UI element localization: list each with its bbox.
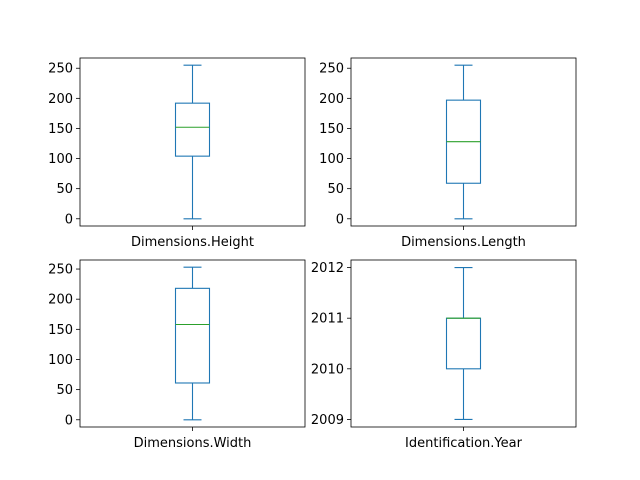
subplot-2: 0 50 100 150 200 250 Dimensions.Length [319, 57, 577, 250]
subplot-1: 0 50 100 150 200 250 Dimensions.Height [48, 57, 306, 250]
y-tick-label: 250 [48, 62, 73, 77]
y-tick-label: 250 [48, 263, 73, 278]
y-tick-label: 2011 [311, 312, 344, 327]
y-tick-label: 2012 [311, 261, 344, 276]
y-tick-label: 100 [48, 152, 73, 167]
y-tick-label: 200 [319, 92, 344, 107]
y-tick-label: 0 [65, 212, 73, 227]
y-tick-label: 150 [48, 323, 73, 338]
y-tick-label: 150 [319, 122, 344, 137]
y-tick-label: 100 [319, 152, 344, 167]
iqr-box [174, 287, 211, 384]
y-tick-label: 50 [56, 383, 73, 398]
y-tick-label: 50 [327, 182, 344, 197]
y-tick-label: 150 [48, 122, 73, 137]
y-tick-label: 250 [319, 62, 344, 77]
x-category-label: Identification.Year [405, 436, 523, 451]
iqr-box [445, 317, 482, 370]
x-category-label: Dimensions.Width [134, 436, 252, 451]
y-tick-label: 2010 [311, 362, 344, 377]
y-tick-label: 200 [48, 92, 73, 107]
x-category-label: Dimensions.Height [131, 235, 254, 250]
y-tick-label: 0 [65, 413, 73, 428]
y-tick-label: 50 [56, 182, 73, 197]
y-tick-label: 0 [336, 212, 344, 227]
iqr-box [174, 102, 211, 157]
subplot-3: 0 50 100 150 200 250 Dimensions.Width [48, 259, 306, 451]
y-tick-label: 2009 [311, 413, 344, 428]
subplot-4: 2009 2010 2011 2012 Identification.Year [311, 259, 577, 451]
x-category-label: Dimensions.Length [401, 235, 526, 250]
y-tick-label: 200 [48, 293, 73, 308]
y-tick-label: 100 [48, 353, 73, 368]
